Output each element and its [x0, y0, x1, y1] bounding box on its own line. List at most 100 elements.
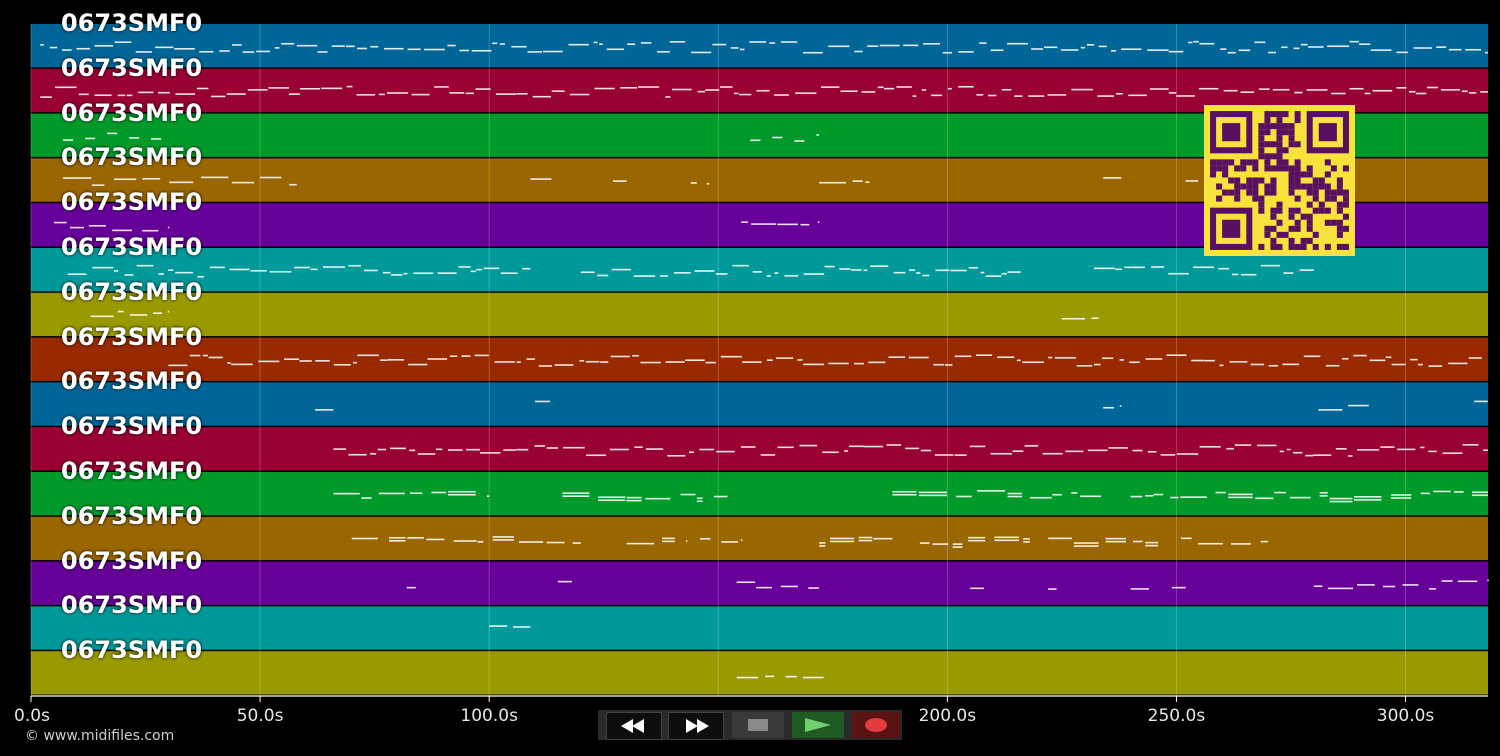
note-bar [879, 44, 900, 47]
note-bar [861, 91, 876, 93]
note-bar [1073, 542, 1099, 544]
note-bar [797, 359, 803, 361]
stop-button[interactable] [732, 712, 784, 738]
note-bar [942, 51, 953, 54]
note-bar [598, 499, 626, 501]
note-bar [107, 132, 118, 135]
tick-label: 50.0s [236, 706, 284, 726]
note-bar [990, 452, 1012, 455]
note-bar [315, 409, 334, 411]
note-bar [844, 450, 849, 452]
note-bar [516, 448, 529, 451]
note-bar [970, 587, 985, 590]
note-bar [1282, 363, 1300, 366]
note-bar [538, 365, 552, 367]
note-bar [777, 223, 798, 226]
note-bar [824, 265, 835, 268]
note-bar [699, 448, 715, 451]
note-bar [67, 273, 87, 276]
note-bar [568, 43, 589, 46]
note-bar [435, 448, 443, 451]
note-bar [1014, 95, 1023, 97]
note-bar [802, 51, 823, 54]
note-bar [1229, 361, 1248, 363]
note-bar [1272, 88, 1290, 91]
note-bar [667, 454, 686, 457]
note-bar [1228, 493, 1253, 496]
note-bar [356, 94, 376, 96]
note-bar [1093, 267, 1115, 270]
note-bar [886, 444, 902, 446]
note-bar [732, 264, 749, 267]
note-bar [219, 50, 230, 52]
note-bar [633, 275, 656, 277]
note-bar [1060, 49, 1079, 51]
note-bar [740, 539, 743, 541]
lane-band [31, 337, 1488, 381]
note-bar [1349, 40, 1359, 43]
note-bar [448, 493, 476, 496]
note-bar [893, 271, 906, 274]
note-bar [1397, 448, 1416, 451]
note-bar [226, 93, 246, 95]
note-bar [585, 360, 600, 363]
rewind-button[interactable] [606, 712, 662, 740]
note-bar [1102, 357, 1114, 360]
note-bar [920, 449, 932, 452]
note-bar [242, 51, 255, 53]
note-bar [154, 46, 174, 49]
note-bar [1299, 269, 1314, 271]
note-bar [794, 140, 805, 142]
note-bar [1428, 450, 1437, 453]
note-bar [76, 47, 91, 50]
note-bar [1071, 492, 1078, 494]
note-bar [742, 361, 762, 363]
note-bar [803, 273, 825, 275]
lane-band [31, 427, 1488, 471]
note-bar [112, 229, 132, 232]
note-bar [952, 546, 963, 548]
note-bar [921, 89, 927, 91]
note-bar [1132, 449, 1143, 452]
note-bar [923, 43, 940, 45]
note-bar [91, 184, 105, 186]
note-bar [620, 87, 638, 89]
transport-controls [598, 710, 902, 740]
play-button[interactable] [792, 712, 844, 738]
lane-label: 0673SMF0 [61, 501, 203, 530]
note-bar [572, 542, 581, 544]
note-bar [1331, 92, 1346, 95]
note-bar [331, 45, 345, 47]
note-bar [777, 446, 794, 449]
lane-label: 0673SMF0 [61, 367, 203, 396]
note-bar [353, 361, 357, 364]
note-bar [534, 400, 550, 403]
note-bar [231, 181, 255, 184]
note-bar [848, 445, 864, 448]
note-bar [609, 448, 629, 451]
note-bar [557, 580, 573, 583]
note-bar [247, 89, 268, 91]
note-bar [88, 224, 106, 227]
note-bar [1448, 48, 1462, 51]
note-bar [1108, 447, 1128, 449]
note-bar [968, 266, 979, 269]
note-bar [387, 92, 409, 94]
lane-band [31, 516, 1488, 561]
note-bar [1188, 41, 1193, 44]
note-bar [1171, 586, 1186, 589]
note-bar [129, 137, 140, 139]
note-bar [516, 361, 521, 363]
note-bar [495, 93, 517, 95]
record-button[interactable] [852, 712, 900, 738]
note-bar [511, 45, 527, 48]
note-bar [500, 272, 518, 275]
note-bar [409, 449, 416, 452]
note-bar [480, 452, 501, 454]
note-bar [167, 310, 170, 313]
fast-forward-button[interactable] [668, 712, 724, 740]
note-bar [113, 270, 119, 272]
note-bar [231, 44, 242, 46]
note-bar [1283, 272, 1294, 274]
note-bar [1294, 91, 1303, 94]
